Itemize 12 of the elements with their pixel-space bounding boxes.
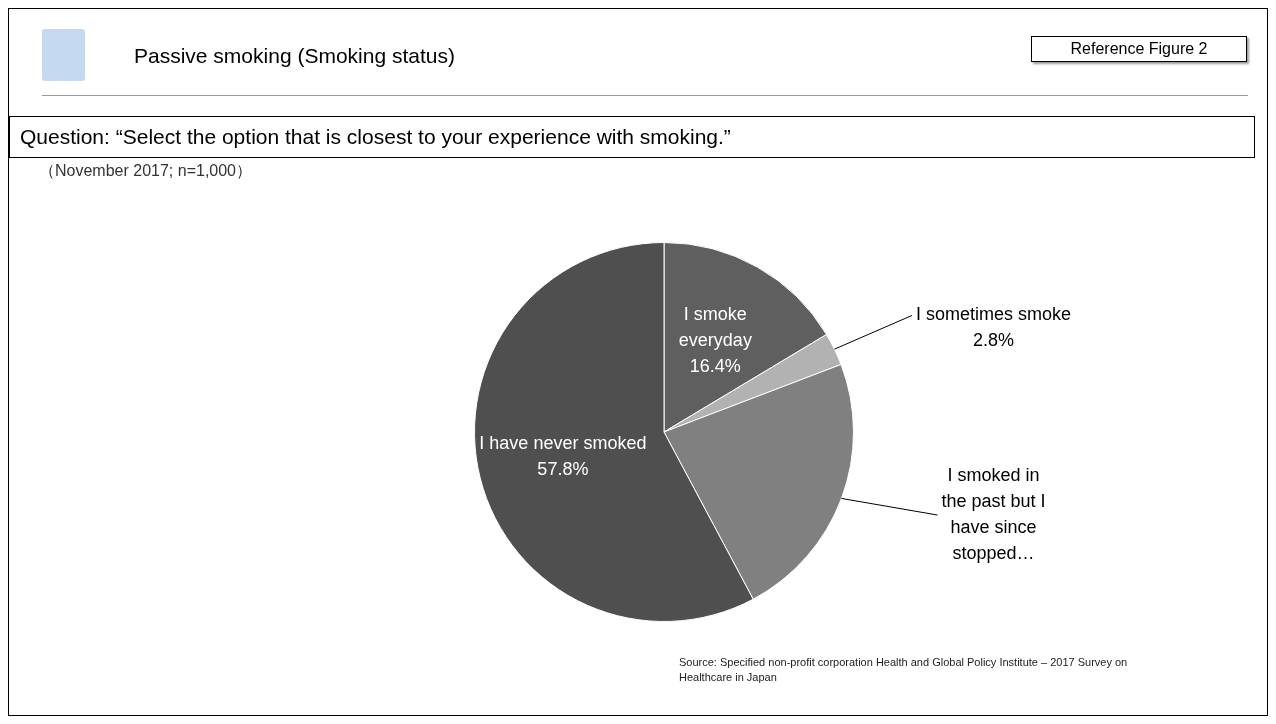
source-note: Source: Specified non-profit corporation Health and Global Policy Institute – 2017 Survey on Healthcare in Japan (679, 655, 1129, 685)
text: （November 2017; n=1,000） (39, 161, 253, 181)
data-label: 2.8% (972, 330, 1015, 351)
text: Reference Figure 2 (1031, 36, 1247, 62)
slice-label: I smoke everyday (678, 304, 752, 351)
slice-label: I sometimes smoke (915, 304, 1072, 325)
data-label: 16.4% (689, 356, 741, 377)
slice-label: I smoked in the past but I have since stopped… (941, 465, 1046, 563)
data-label: 57.8% (537, 459, 589, 480)
text: Passive smoking (Smoking status) (134, 44, 455, 68)
chart-subtitle: Question: “Select the option that is closest to your experience with smoking.” (9, 116, 1255, 158)
slice-label: I have never smoked (479, 433, 647, 454)
